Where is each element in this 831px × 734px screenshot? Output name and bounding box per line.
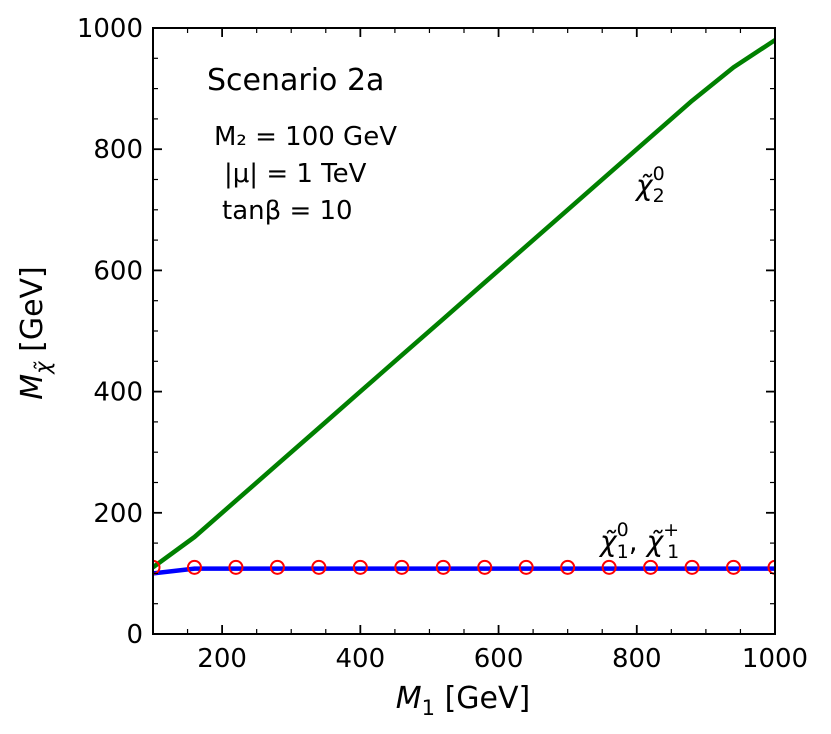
scenario-label: Scenario 2a [207,63,384,98]
x-axis-label: M1 [GeV] [396,681,530,720]
y-tick-label: 600 [93,256,143,286]
x-tick-label: 400 [336,644,386,674]
marker-point [186,559,202,575]
data-layer [153,38,775,576]
marker-point [153,559,161,575]
marker-point [435,559,451,575]
chi20-label: χ̃0 2 [634,163,665,207]
marker-point [311,559,327,575]
plot-frame [152,27,776,635]
y-axis-label: Mχ̃ [GeV] [15,266,55,400]
x-tick-label: 800 [612,644,662,674]
marker-point [228,559,244,575]
marker-point [352,559,368,575]
marker-point [477,559,493,575]
marker-point [643,559,659,575]
y-tick-label: 800 [93,135,143,165]
mu-label: |μ| = 1 TeV [224,159,367,189]
x-tick-label: 600 [474,644,524,674]
x-tick-label: 1000 [742,644,808,674]
series-line-neutralino-1-chargino-1 [153,566,775,576]
m2-label: M₂ = 100 GeV [214,122,397,152]
marker-point [684,559,700,575]
y-tick-label: 1000 [77,14,143,44]
y-tick-label: 200 [93,499,143,529]
marker-point [726,559,742,575]
marker-point [560,559,576,575]
y-tick-label: 0 [126,620,143,650]
x-tick-label: 200 [197,644,247,674]
tanbeta-label: tanβ = 10 [222,196,353,226]
marker-point [518,559,534,575]
marker-point [767,559,775,575]
series-line-neutralino-2 [153,38,775,570]
marker-point [269,559,285,575]
y-tick-label: 400 [93,378,143,408]
tick-layer: 200 400 600 800 1000 0 200 400 600 800 1000 [77,14,808,674]
marker-point [394,559,410,575]
chi10-chi1p-label: χ̃0 1, χ̃+ 1 [598,519,679,563]
marker-point [601,559,617,575]
